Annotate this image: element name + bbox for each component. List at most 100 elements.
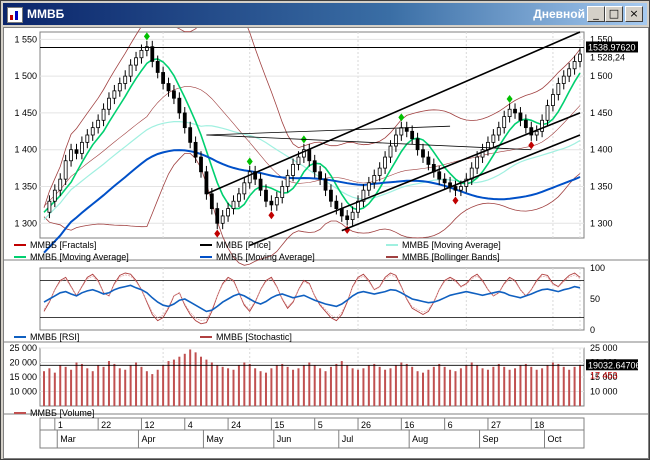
candle-body (399, 127, 404, 136)
candle-body (567, 68, 572, 77)
chart-app-icon[interactable] (7, 7, 23, 23)
trend-channel-upper (206, 31, 581, 195)
day-label: 6 (448, 420, 453, 430)
price-tick-left: 1 550 (14, 34, 37, 44)
day-label: 4 (188, 420, 193, 430)
osc-tick: 50 (590, 294, 600, 304)
candle-body (318, 171, 323, 180)
secondary-volume-label: 17 453 (590, 370, 618, 380)
candle-body (496, 127, 501, 136)
candle-body (301, 149, 306, 158)
title-bar[interactable]: ММВБ Дневной _ □ × (3, 3, 647, 25)
candle-body (247, 171, 252, 184)
current-price-box (586, 41, 638, 53)
price-tick-right: 1 400 (590, 145, 613, 155)
candle-body (561, 75, 566, 84)
candle-body (534, 130, 539, 136)
candle-body (578, 53, 582, 62)
candle-body (199, 156, 203, 173)
day-label: 1 (58, 420, 63, 430)
month-label: Mar (60, 434, 76, 444)
candle-body (112, 90, 117, 99)
support-line (206, 134, 532, 151)
candle-body (410, 130, 415, 140)
day-label: 26 (361, 420, 371, 430)
price-tick-right: 1 300 (590, 218, 613, 228)
fractal-up-marker (506, 94, 513, 103)
current-volume-label: 19032.64706 (588, 360, 641, 370)
price-tick-right: 1 450 (590, 108, 613, 118)
candle-body (150, 46, 155, 62)
osc-tick: 100 (590, 263, 605, 273)
candle-body (323, 178, 328, 191)
current-price-label: 1538.97620 (588, 42, 636, 52)
candle-body (556, 83, 561, 95)
candle-body (307, 149, 312, 162)
bollinger-lower (43, 153, 581, 266)
trend-channel-lower (249, 112, 581, 247)
volume-tick-right: 15 000 (590, 372, 618, 382)
candle-body (426, 156, 431, 165)
minimize-button[interactable]: _ (587, 6, 605, 22)
candle-body (285, 175, 290, 187)
candle-body (58, 178, 63, 191)
candle-body (437, 171, 442, 180)
price-tick-left: 1 300 (14, 218, 37, 228)
chart-area[interactable]: 1 550 1 550 1 500 1 500 1 450 1 450 1 400 1 400… (3, 27, 649, 459)
bollinger-upper (43, 28, 581, 208)
day-label: 12 (144, 420, 154, 430)
price-tick-left: 1 450 (14, 108, 37, 118)
volume-tick-right: 25 000 (590, 343, 618, 353)
candle-body (220, 215, 225, 224)
candle-body (47, 200, 52, 213)
ma-mid-line (43, 120, 581, 221)
close-button[interactable]: × (625, 6, 643, 22)
volume-tick-left: 10 000 (9, 387, 37, 397)
candle-body (421, 149, 425, 158)
candle-body (502, 116, 507, 129)
candle-body (269, 200, 274, 206)
candle-body (453, 186, 458, 191)
candle-body (128, 64, 133, 77)
candle-body (52, 189, 57, 202)
day-label: 22 (101, 420, 111, 430)
legend-label: ММВБ [Stochastic] (216, 332, 292, 342)
candle-body (312, 160, 317, 173)
candle-body (231, 200, 236, 209)
maximize-button[interactable]: □ (605, 6, 623, 22)
fractal-down-marker (452, 196, 459, 205)
candle-body (209, 193, 214, 209)
candle-body (513, 108, 517, 114)
day-label: 16 (404, 420, 414, 430)
fractal-up-marker (246, 157, 253, 166)
candle-body (545, 105, 550, 121)
candle-body (345, 215, 350, 221)
candle-body (193, 141, 198, 158)
legend-label: ММВБ [Moving Average] (30, 252, 129, 262)
price-tick-left: 1 400 (14, 145, 37, 155)
ma-fast-line (43, 58, 581, 213)
candle-body (280, 186, 285, 198)
candle-body (101, 108, 106, 121)
candle-body (334, 200, 339, 209)
candle-body (79, 141, 84, 154)
candle-body (464, 178, 469, 187)
candle-body (350, 211, 355, 221)
month-label: Aug (412, 434, 428, 444)
month-label: Apr (141, 434, 155, 444)
day-label: 5 (318, 420, 323, 430)
candle-body (85, 134, 90, 143)
candle-body (458, 186, 463, 191)
candle-body (242, 182, 247, 195)
candle-body (491, 134, 496, 143)
candle-body (258, 178, 263, 191)
candle-body (442, 178, 447, 184)
candle-body (404, 127, 409, 132)
day-label: 24 (231, 420, 241, 430)
month-label: Jun (277, 434, 292, 444)
candle-body (144, 46, 149, 51)
legend-label: ММВБ [Moving Average] (216, 252, 315, 262)
time-axis (39, 417, 585, 449)
